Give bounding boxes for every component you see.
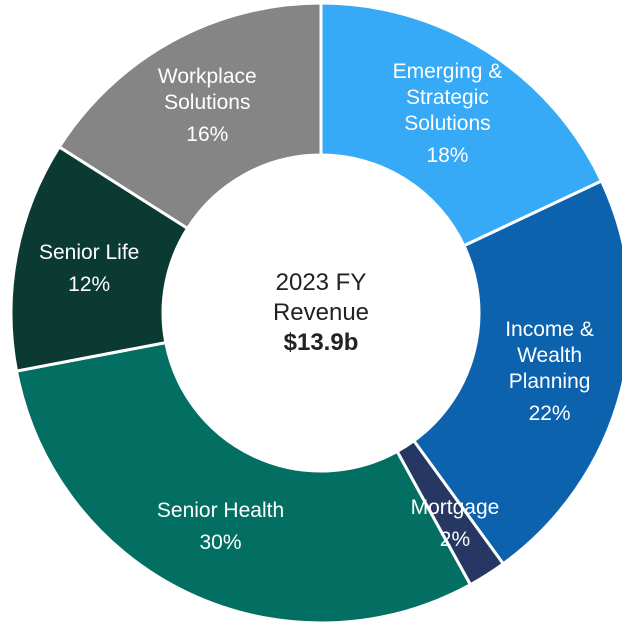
donut-segment <box>57 1 323 231</box>
value-label: 2% <box>439 528 471 552</box>
segment-label: Senior Health 30% <box>146 498 296 556</box>
value-label: 22% <box>528 401 571 425</box>
value-label: 30% <box>199 530 242 554</box>
category-label: Mortgage <box>410 496 500 520</box>
segment-label: Workplace Solutions 16% <box>132 64 282 148</box>
value-label: 16% <box>186 123 229 147</box>
chart-title: 2023 FY Revenue <box>272 269 370 326</box>
chart-subtitle: $13.9b <box>283 329 359 356</box>
category-label: Income & Wealth Planning <box>505 317 594 393</box>
segment-label: Mortgage 2% <box>395 495 515 553</box>
category-label: Emerging & Strategic Solutions <box>392 59 503 135</box>
segment-label: Senior Life 12% <box>14 240 164 298</box>
segment-label: Income & Wealth Planning 22% <box>475 317 622 427</box>
category-label: Senior Health <box>156 498 285 522</box>
category-label: Workplace Solutions <box>157 65 257 115</box>
center-label: 2023 FY Revenue $13.9b <box>251 268 391 358</box>
category-label: Senior Life <box>38 240 140 264</box>
value-label: 12% <box>68 272 111 296</box>
donut-segment <box>14 340 473 625</box>
value-label: 18% <box>426 143 469 167</box>
donut-segment <box>319 1 604 248</box>
segment-label: Emerging & Strategic Solutions 18% <box>372 59 522 169</box>
donut-segment <box>411 179 622 566</box>
